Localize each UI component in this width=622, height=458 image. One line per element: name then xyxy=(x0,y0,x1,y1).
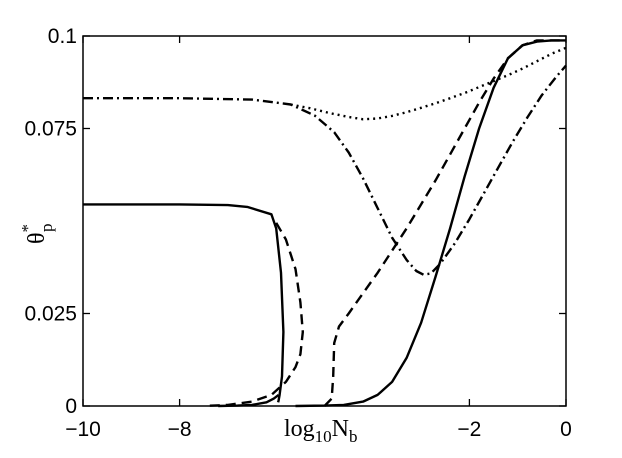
y-tick-label: 0.075 xyxy=(24,118,77,141)
x-tick-label: 0 xyxy=(560,418,572,441)
y-axis-label: θ*p xyxy=(18,224,56,245)
x-tick-label: −2 xyxy=(457,418,481,441)
series-solid-1 xyxy=(83,203,285,403)
series-solid-3 xyxy=(295,39,566,408)
series-dashed-4 xyxy=(203,222,304,408)
series-dashed-5 xyxy=(323,39,566,407)
x-tick-label: −8 xyxy=(168,418,192,441)
series-dashdot-6 xyxy=(83,64,567,276)
y-tick-label: 0.1 xyxy=(48,25,77,48)
plot-frame xyxy=(82,35,567,407)
y-tick-label: 0.025 xyxy=(24,303,77,326)
series-layer xyxy=(83,39,567,408)
x-axis-label: log10Nb xyxy=(284,416,358,446)
x-tick-label: −10 xyxy=(65,418,101,441)
y-tick-label: 0 xyxy=(65,395,77,418)
tick-layer: −10 −8 −2 0 0 0.025 0.075 0.1 xyxy=(24,25,571,441)
series-dotted-7 xyxy=(290,46,567,121)
